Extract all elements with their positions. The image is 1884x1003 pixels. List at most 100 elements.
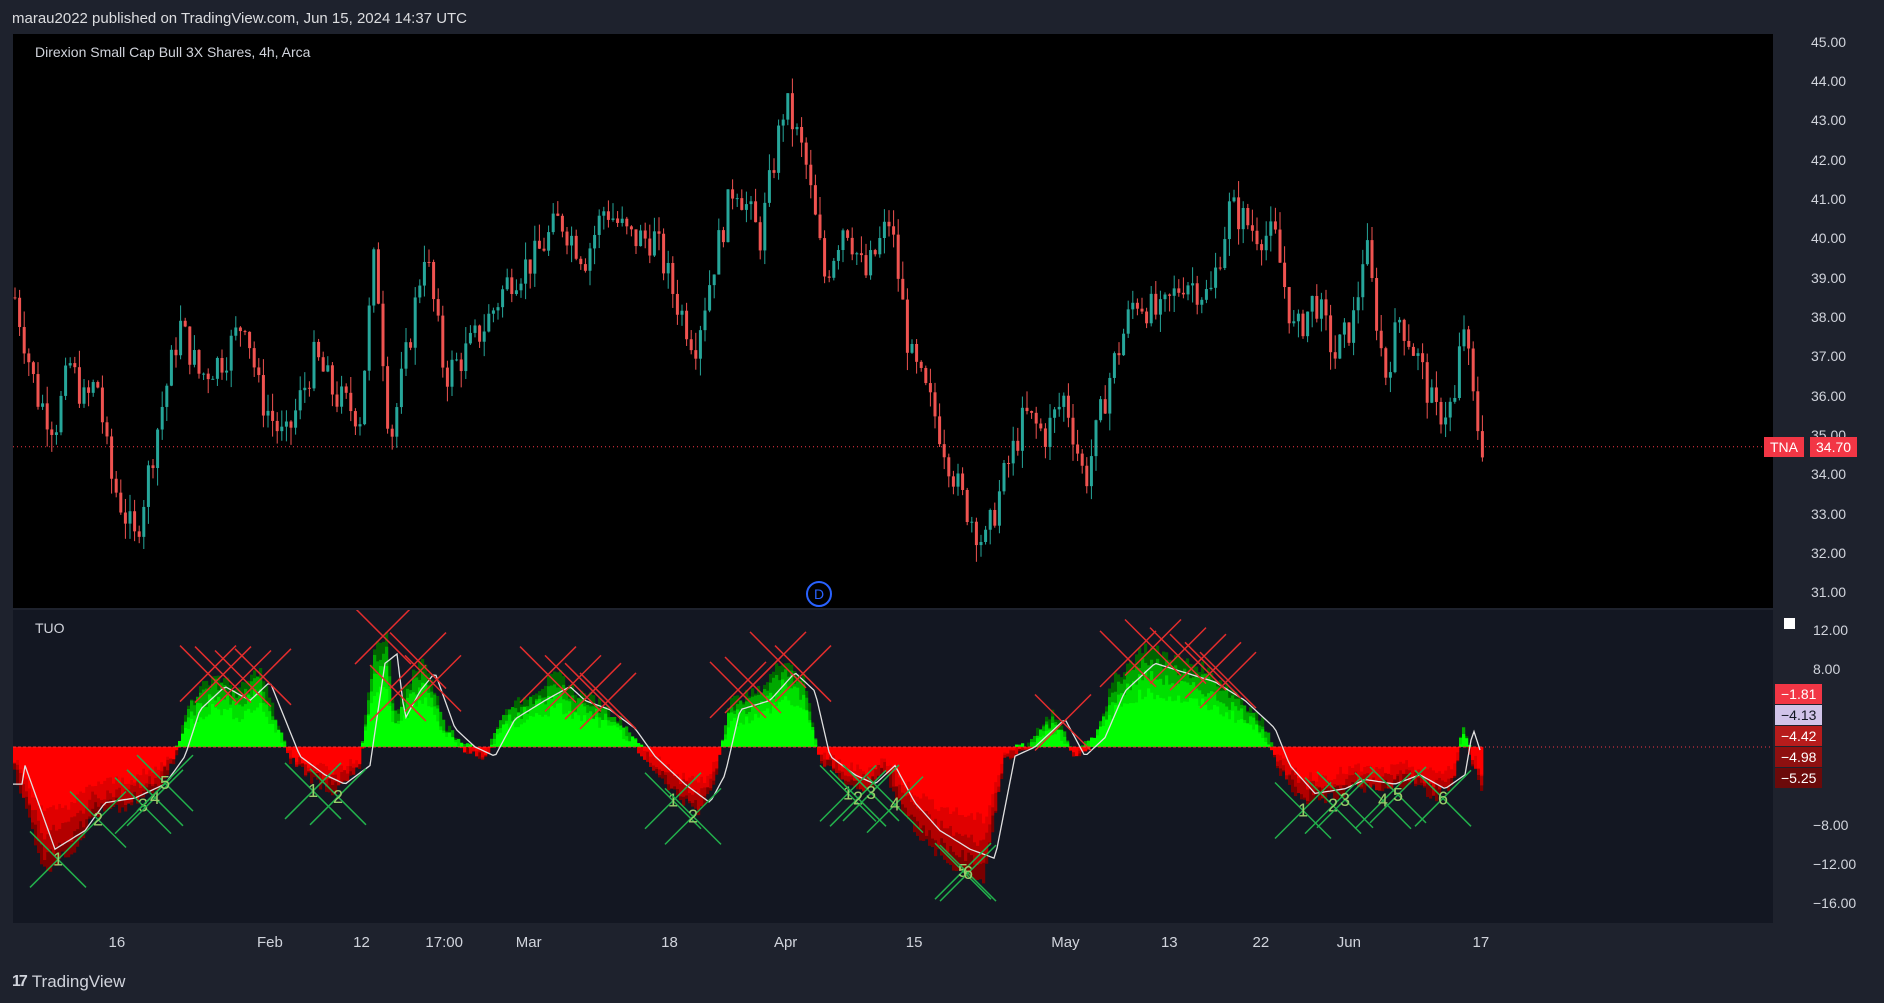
candle-body <box>924 367 928 384</box>
oscillator-bar <box>193 723 197 747</box>
candle-body <box>537 240 541 249</box>
candle-body <box>671 262 675 294</box>
oscillator-bar <box>1231 710 1235 747</box>
oscillator-bar <box>880 746 884 759</box>
oscillator-bar <box>385 689 389 747</box>
oscillator-bar <box>787 700 791 747</box>
candle-body <box>1181 292 1185 295</box>
candle-body <box>238 327 242 332</box>
candle-body <box>984 529 988 542</box>
oscillator-bar <box>1180 702 1184 747</box>
oscillator-bar <box>514 727 518 747</box>
oscillator-bar <box>1207 710 1211 747</box>
price-pane[interactable]: Direxion Small Cap Bull 3X Shares, 4h, A… <box>13 34 1773 608</box>
tradingview-logo-icon: 17 <box>12 973 28 990</box>
oscillator-bar <box>1051 735 1055 747</box>
oscillator-bar <box>367 715 371 747</box>
price-axis[interactable]: 45.00 44.00 43.00 42.00 41.00 40.00 39.00 38.00… <box>1775 34 1875 608</box>
candle-body <box>928 383 932 393</box>
oscillator-bar <box>1303 746 1307 780</box>
pane-maximize-icon[interactable] <box>1784 618 1795 629</box>
oscillator-bar <box>1315 746 1319 782</box>
dividend-marker[interactable]: D <box>806 581 832 607</box>
candle-body <box>933 392 937 417</box>
oscillator-bar <box>1267 732 1271 747</box>
oscillator-bar <box>1405 746 1409 761</box>
oscillator-bar <box>1324 746 1328 776</box>
oscillator-bar <box>268 723 272 747</box>
oscillator-bar <box>1135 702 1139 747</box>
candle-body <box>174 349 178 356</box>
indicator-axis[interactable]: 12.00 8.00 −8.00 −12.00 −16.00 −1.81 −4.13 −4.4… <box>1775 610 1875 923</box>
oscillator-bar <box>328 746 332 770</box>
candle-body <box>1007 462 1011 464</box>
oscillator-bar <box>259 702 263 747</box>
candle-body <box>629 226 633 230</box>
oscillator-bar <box>127 746 131 784</box>
oscillator-bar <box>817 746 821 755</box>
oscillator-bar <box>475 746 479 751</box>
candle-body <box>519 283 523 291</box>
oscillator-bar <box>88 746 92 785</box>
oscillator-bar <box>640 744 644 747</box>
candle-body <box>179 320 183 356</box>
oscillator-bar <box>907 746 911 782</box>
candle-body <box>1411 346 1415 356</box>
candle-body <box>1149 293 1153 324</box>
time-axis[interactable]: 16 Feb 12 17:00 Mar 18 Apr 15 May 13 22 Jun 17 <box>13 925 1773 960</box>
oscillator-bar <box>403 715 407 747</box>
candle-body <box>1214 267 1218 288</box>
candle-body <box>399 368 403 408</box>
oscillator-bar <box>1462 734 1466 747</box>
candle-body <box>574 235 578 259</box>
oscillator-bar <box>43 746 47 811</box>
oscillator-bar <box>937 746 941 811</box>
indicator-chart[interactable]: 123451212123456123456 <box>13 610 1773 923</box>
oscillator-bar <box>442 732 446 747</box>
candle-body <box>993 509 997 526</box>
candle-body <box>1043 428 1047 447</box>
candle-body <box>418 285 422 298</box>
oscillator-bar <box>643 746 647 760</box>
oscillator-bar <box>814 739 818 747</box>
oscillator-bar <box>1150 692 1154 747</box>
candle-body <box>169 349 173 386</box>
candle-body <box>229 335 233 371</box>
oscillator-bar <box>37 746 41 806</box>
candle-body <box>31 362 35 375</box>
candle-body <box>123 512 127 524</box>
candle-body <box>289 421 293 428</box>
indicator-tick-label: −16.00 <box>1813 895 1857 912</box>
oscillator-bar <box>490 738 494 747</box>
buy-count-label: 2 <box>93 809 103 829</box>
candle-body <box>1227 201 1231 240</box>
oscillator-bar <box>388 705 392 747</box>
oscillator-bar <box>334 746 338 768</box>
candle-body <box>648 238 652 256</box>
footer-brand[interactable]: 17 TradingView <box>12 972 125 992</box>
oscillator-bar <box>1384 746 1388 773</box>
indicator-pane[interactable]: 123451212123456123456 TUO <box>13 610 1773 923</box>
oscillator-bar <box>1459 737 1463 747</box>
candle-body <box>1329 315 1333 353</box>
oscillator-bar <box>550 705 554 747</box>
candle-body <box>1103 399 1107 414</box>
oscillator-bar <box>472 746 476 752</box>
candle-body <box>197 350 201 374</box>
oscillator-bar <box>349 746 353 760</box>
oscillator-bar <box>910 746 914 793</box>
price-chart[interactable] <box>13 34 1773 608</box>
publish-header: marau2022 published on TradingView.com, … <box>0 0 1884 34</box>
oscillator-bar <box>316 746 320 765</box>
buy-cross-marker: 4 <box>126 769 184 827</box>
oscillator-bar <box>478 746 482 750</box>
candle-body <box>128 511 132 524</box>
candle-body <box>1126 309 1130 334</box>
candle-body <box>1347 322 1351 343</box>
candle-body <box>698 330 702 359</box>
oscillator-bar <box>1072 746 1076 753</box>
candle-body <box>1398 319 1402 323</box>
oscillator-bar <box>1267 744 1271 747</box>
sell-cross-marker <box>519 646 577 704</box>
candle-body <box>326 365 330 372</box>
